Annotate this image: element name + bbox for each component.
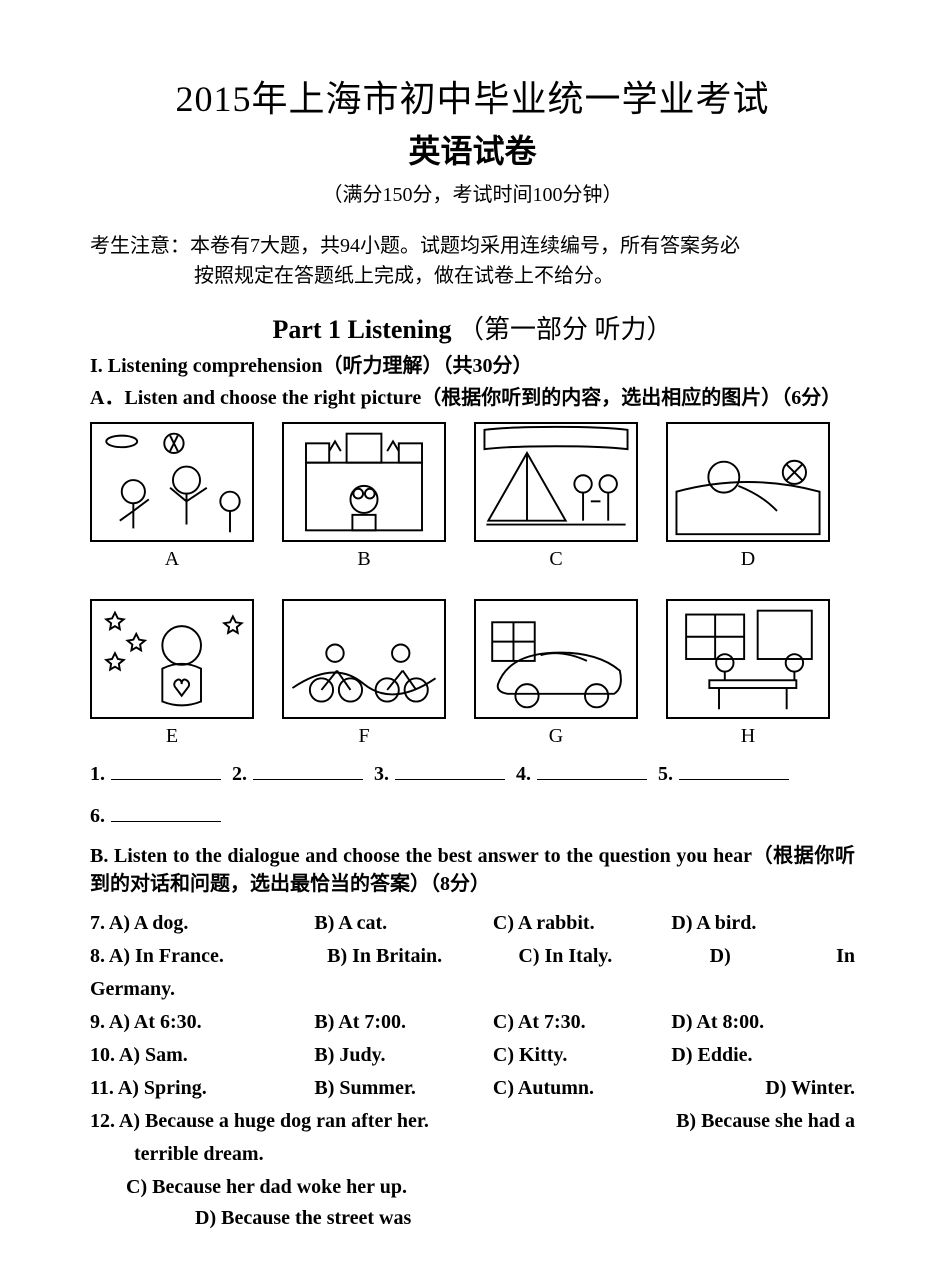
- q-option-d: D) Eddie.: [671, 1040, 855, 1071]
- answer-blanks-row1: 1. 2. 3. 4. 5.: [90, 756, 855, 792]
- question-9: 9. A) At 6:30. B) At 7:00. C) At 7:30. D…: [90, 1007, 855, 1038]
- q-option-d: D) Because the street was: [90, 1203, 411, 1234]
- q-option-a: A) Sam.: [119, 1044, 188, 1066]
- title-meta: （满分150分，考试时间100分钟）: [90, 178, 855, 207]
- picture-label: E: [90, 725, 254, 748]
- title-sub: 英语试卷: [90, 126, 855, 172]
- q-option-a: A) Because a huge dog ran after her.: [119, 1110, 429, 1132]
- q-option-c: C) Kitty.: [493, 1040, 661, 1071]
- answer-blanks-row2: 6.: [90, 798, 855, 834]
- q-option-b: B) Because she had a: [534, 1106, 855, 1137]
- question-12-line1: 12. A) Because a huge dog ran after her.…: [90, 1106, 855, 1137]
- exam-page: 2015年上海市初中毕业统一学业考试 英语试卷 （满分150分，考试时间100分…: [0, 0, 945, 1276]
- q-option-b: B) In Britain.: [327, 941, 495, 972]
- picture-label: C: [474, 548, 638, 571]
- question-11: 11. A) Spring. B) Summer. C) Autumn. D) …: [90, 1073, 855, 1104]
- picture-label: D: [666, 548, 830, 571]
- picture-cell-b: B: [282, 422, 446, 571]
- section-a-heading: A．Listen and choose the right picture（根据…: [90, 384, 855, 412]
- q-option-b: B) A cat.: [314, 908, 482, 939]
- picture-girl-stars-heart: [90, 599, 254, 719]
- picture-label: F: [282, 725, 446, 748]
- q-option-c: C) Autumn.: [493, 1073, 661, 1104]
- picture-boy-lying-basketball: [666, 422, 830, 542]
- q-option-d: D) A bird.: [671, 908, 855, 939]
- q-num: 8.: [90, 945, 105, 967]
- question-8: 8. A) In France. B) In Britain. C) In It…: [90, 941, 855, 972]
- picture-cell-c: C: [474, 422, 638, 571]
- answer-blank[interactable]: [679, 759, 789, 780]
- picture-label: A: [90, 548, 254, 571]
- picture-kids-playing-ball: [90, 422, 254, 542]
- section-i-heading: I. Listening comprehension（听力理解）（共30分）: [90, 352, 855, 380]
- picture-classic-car: [474, 599, 638, 719]
- part1-title: Part 1 Listening （第一部分 听力）: [90, 309, 855, 346]
- answer-blank[interactable]: [537, 759, 647, 780]
- picture-label: H: [666, 725, 830, 748]
- answer-blank[interactable]: [111, 801, 221, 822]
- q-option-d-extra: In: [794, 941, 855, 972]
- picture-label: G: [474, 725, 638, 748]
- q-option-b-wrap: terrible dream.: [90, 1139, 264, 1170]
- q-option-c: C) Because her dad woke her up.: [90, 1172, 547, 1203]
- examinee-notice: 考生注意：本卷有7大题，共94小题。试题均采用连续编号，所有答案务必 按照规定在…: [90, 231, 855, 291]
- q-option-c: C) At 7:30.: [493, 1007, 661, 1038]
- question-12-line3: C) Because her dad woke her up. D) Becau…: [90, 1172, 855, 1234]
- q-option-c: C) In Italy.: [518, 941, 686, 972]
- answer-blank[interactable]: [253, 759, 363, 780]
- q-option-d-wrap: Germany.: [90, 974, 175, 1005]
- picture-camping-tent: [474, 422, 638, 542]
- q-option-c: C) A rabbit.: [493, 908, 661, 939]
- blank-num: 2.: [232, 763, 247, 785]
- notice-line1: 本卷有7大题，共94小题。试题均采用连续编号，所有答案务必: [190, 235, 740, 257]
- picture-label: B: [282, 548, 446, 571]
- answer-blank[interactable]: [395, 759, 505, 780]
- picture-people-at-table-window: [666, 599, 830, 719]
- blank-num: 6.: [90, 805, 105, 827]
- q-option-a: A) At 6:30.: [109, 1011, 202, 1033]
- blank-num: 4.: [516, 763, 531, 785]
- picture-castle: [282, 422, 446, 542]
- q-num: 12.: [90, 1110, 115, 1132]
- notice-line2: 按照规定在答题纸上完成，做在试卷上不给分。: [90, 261, 855, 291]
- q-option-a: A) In France.: [109, 945, 224, 967]
- part1-title-rest: （第一部分 听力）: [458, 315, 673, 344]
- blank-num: 5.: [658, 763, 673, 785]
- picture-cell-d: D: [666, 422, 830, 571]
- q-num: 10.: [90, 1044, 115, 1066]
- section-b-heading: B. Listen to the dialogue and choose the…: [90, 842, 855, 898]
- notice-prefix: 考生注意：: [90, 235, 190, 257]
- blank-num: 1.: [90, 763, 105, 785]
- q-num: 9.: [90, 1011, 105, 1033]
- picture-cell-g: G: [474, 599, 638, 748]
- title-main: 2015年上海市初中毕业统一学业考试: [90, 70, 855, 122]
- picture-grid: A B: [90, 422, 855, 748]
- question-10: 10. A) Sam. B) Judy. C) Kitty. D) Eddie.: [90, 1040, 855, 1071]
- blank-num: 3.: [374, 763, 389, 785]
- q-option-d-prefix: D): [710, 941, 771, 972]
- q-option-b: B) At 7:00.: [314, 1007, 482, 1038]
- picture-cell-e: E: [90, 599, 254, 748]
- q-option-d: D) Winter.: [671, 1073, 855, 1104]
- q-option-b: B) Judy.: [314, 1040, 482, 1071]
- answer-blank[interactable]: [111, 759, 221, 780]
- q-num: 11.: [90, 1077, 114, 1099]
- question-8-wrap: Germany.: [90, 974, 855, 1005]
- q-option-b: B) Summer.: [314, 1073, 482, 1104]
- q-option-d: D) At 8:00.: [671, 1007, 855, 1038]
- part1-title-bold: Part 1 Listening: [272, 315, 451, 344]
- q-option-a: A) Spring.: [118, 1077, 207, 1099]
- questions-block: 7. A) A dog. B) A cat. C) A rabbit. D) A…: [90, 908, 855, 1234]
- picture-cell-a: A: [90, 422, 254, 571]
- picture-cell-h: H: [666, 599, 830, 748]
- question-12-line2: terrible dream.: [90, 1139, 855, 1170]
- q-num: 7.: [90, 912, 105, 934]
- question-7: 7. A) A dog. B) A cat. C) A rabbit. D) A…: [90, 908, 855, 939]
- picture-cell-f: F: [282, 599, 446, 748]
- picture-kids-riding-bikes: [282, 599, 446, 719]
- q-option-a: A) A dog.: [109, 912, 188, 934]
